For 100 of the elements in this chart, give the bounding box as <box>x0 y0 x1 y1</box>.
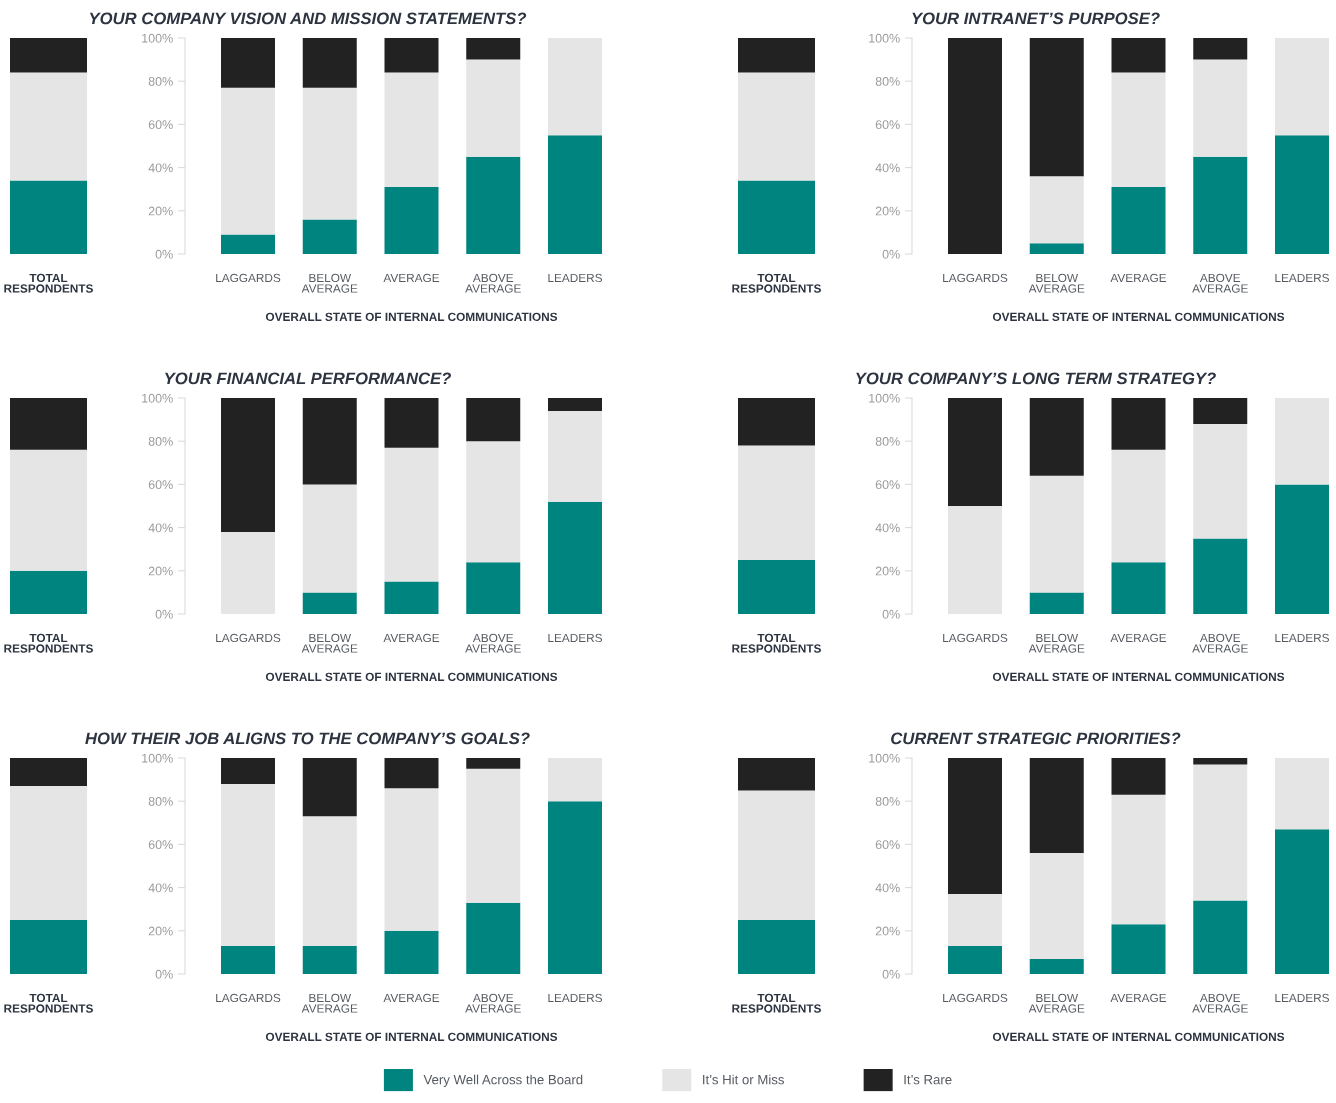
x-tick-label: AVERAGE <box>1110 993 1167 1003</box>
x-axis-title: OVERALL STATE OF INTERNAL COMMUNICATIONS <box>265 1032 558 1041</box>
legend-label: It’s Rare <box>904 1075 952 1085</box>
bar <box>466 38 521 60</box>
x-tick-label: AVERAGE <box>383 633 440 643</box>
x-tick-label: TOTAL RESPONDENTS <box>732 273 821 293</box>
y-tick-label: 40% <box>148 163 173 173</box>
chart-title: YOUR COMPANY VISION AND MISSION STATEMENTS? <box>89 12 527 25</box>
y-tick-label: 80% <box>148 797 173 806</box>
x-tick-label: ABOVE AVERAGE <box>1192 273 1248 293</box>
bar <box>948 945 1002 974</box>
bar <box>1111 562 1166 614</box>
y-tick-label: 0% <box>155 969 173 979</box>
y-tick-label: 100% <box>142 753 173 763</box>
y-tick-label: 20% <box>148 206 173 216</box>
bar <box>1193 59 1248 157</box>
y-tick-label: 40% <box>148 523 173 533</box>
y-tick-label: 60% <box>875 480 900 490</box>
bar <box>384 447 439 582</box>
bar <box>384 398 439 448</box>
bar <box>1193 398 1248 424</box>
y-tick-label: 40% <box>875 163 900 173</box>
bar <box>302 592 357 614</box>
y-tick-label: 80% <box>148 437 173 446</box>
x-tick-label: LAGGARDS <box>943 993 1008 1003</box>
y-tick-label: 0% <box>882 609 900 619</box>
x-tick-label: TOTAL RESPONDENTS <box>732 633 821 653</box>
bar <box>384 930 439 974</box>
bar <box>302 484 357 593</box>
y-tick-label: 100% <box>869 393 900 403</box>
y-tick-label: 20% <box>875 926 900 936</box>
y-tick-label: 100% <box>869 33 900 43</box>
y-tick-label: 20% <box>148 566 173 576</box>
bar <box>1111 398 1166 450</box>
x-tick-label: LEADERS <box>548 633 603 643</box>
y-tick-label: 20% <box>148 926 173 936</box>
x-tick-label: BELOW AVERAGE <box>301 273 358 293</box>
x-tick-label: ABOVE AVERAGE <box>465 633 521 653</box>
x-tick-label: BELOW AVERAGE <box>301 993 358 1013</box>
y-tick-label: 60% <box>875 120 900 130</box>
x-tick-label: LAGGARDS <box>943 273 1008 283</box>
bar <box>384 758 439 789</box>
chart-title: HOW THEIR JOB ALIGNS TO THE COMPANY’S GOALS? <box>85 732 530 745</box>
bar <box>1029 758 1084 854</box>
bar <box>302 398 357 485</box>
bar <box>1111 924 1166 974</box>
bar <box>466 441 521 563</box>
bar <box>548 38 602 136</box>
x-tick-label: LAGGARDS <box>943 633 1008 643</box>
x-tick-label: BELOW AVERAGE <box>1028 633 1085 653</box>
bar <box>302 87 357 220</box>
y-tick-label: 80% <box>148 77 173 86</box>
bar <box>1029 398 1084 476</box>
x-axis-title: OVERALL STATE OF INTERNAL COMMUNICATIONS <box>992 672 1285 681</box>
x-tick-label: TOTAL RESPONDENTS <box>4 633 93 653</box>
y-tick-label: 80% <box>875 437 900 446</box>
y-tick-label: 60% <box>875 840 900 850</box>
bar <box>548 501 602 614</box>
x-tick-label: AVERAGE <box>1110 273 1167 283</box>
x-tick-label: AVERAGE <box>1110 633 1167 643</box>
bar <box>466 768 521 903</box>
bar <box>1275 135 1329 254</box>
x-tick-label: LAGGARDS <box>216 993 281 1003</box>
x-tick-label: TOTAL RESPONDENTS <box>4 993 93 1013</box>
bar <box>466 562 521 614</box>
bar <box>1111 187 1166 254</box>
bar <box>302 816 357 946</box>
chart-title: YOUR INTRANET’S PURPOSE? <box>912 12 1160 25</box>
bar <box>1193 538 1248 614</box>
y-tick-label: 100% <box>142 33 173 43</box>
bar <box>466 902 521 974</box>
x-tick-label: ABOVE AVERAGE <box>1192 993 1248 1013</box>
bar <box>548 410 602 502</box>
bar <box>221 783 275 946</box>
x-tick-label: ABOVE AVERAGE <box>465 273 521 293</box>
y-tick-label: 0% <box>882 969 900 979</box>
y-tick-label: 100% <box>142 393 173 403</box>
bar <box>1029 853 1084 959</box>
x-tick-label: LAGGARDS <box>216 633 281 643</box>
y-tick-label: 60% <box>148 480 173 490</box>
bar <box>302 758 357 817</box>
bar <box>1029 592 1084 614</box>
bar <box>221 87 275 235</box>
bar <box>1275 829 1329 974</box>
y-tick-label: 0% <box>882 249 900 259</box>
bar <box>1111 794 1166 925</box>
bar <box>466 59 521 157</box>
bar <box>1029 475 1084 593</box>
y-tick-label: 40% <box>875 523 900 533</box>
bar <box>1193 423 1248 539</box>
bar <box>1193 758 1248 765</box>
x-axis-title: OVERALL STATE OF INTERNAL COMMUNICATIONS <box>265 672 558 681</box>
x-tick-label: BELOW AVERAGE <box>1028 273 1085 293</box>
bar <box>384 187 439 254</box>
bar <box>1193 900 1248 974</box>
bar <box>221 234 275 254</box>
x-axis-title: OVERALL STATE OF INTERNAL COMMUNICATIONS <box>992 1032 1285 1041</box>
bar <box>1193 156 1248 254</box>
y-tick-label: 60% <box>148 840 173 850</box>
bar <box>221 38 275 88</box>
